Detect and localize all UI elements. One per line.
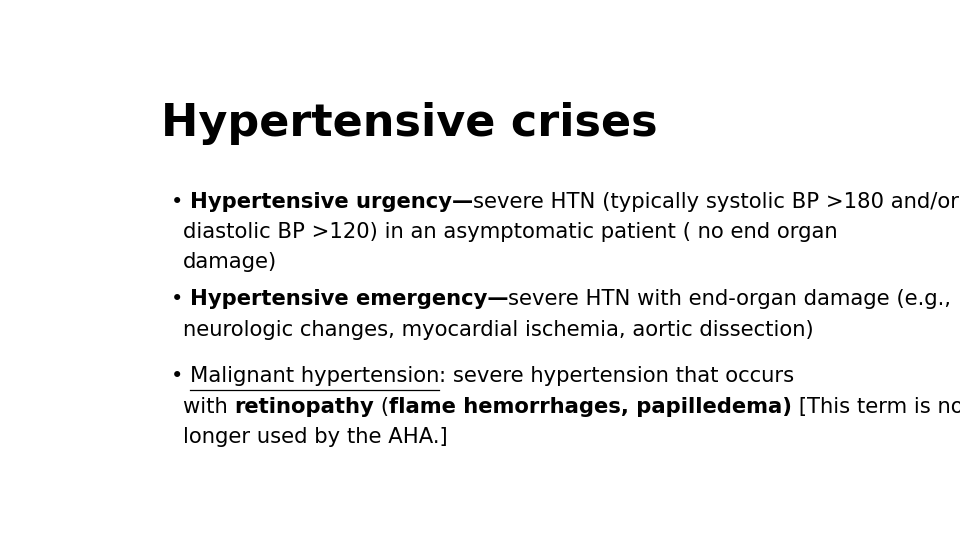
Text: (: ( — [374, 396, 390, 416]
Text: neurologic changes, myocardial ischemia, aortic dissection): neurologic changes, myocardial ischemia,… — [183, 320, 814, 340]
Text: severe HTN with end-organ damage (e.g.,: severe HTN with end-organ damage (e.g., — [508, 289, 951, 309]
Text: flame hemorrhages, papilledema): flame hemorrhages, papilledema) — [390, 396, 793, 416]
Text: •: • — [171, 366, 190, 386]
Text: longer used by the AHA.]: longer used by the AHA.] — [183, 427, 448, 447]
Text: diastolic BP >120) in an asymptomatic patient ( no end organ: diastolic BP >120) in an asymptomatic pa… — [183, 222, 838, 242]
Text: Hypertensive emergency—: Hypertensive emergency— — [190, 289, 508, 309]
Text: retinopathy: retinopathy — [235, 396, 374, 416]
Text: damage): damage) — [183, 252, 277, 272]
Text: with: with — [183, 396, 235, 416]
Text: Hypertensive crises: Hypertensive crises — [161, 102, 658, 145]
Text: •: • — [171, 192, 190, 212]
Text: severe HTN (typically systolic BP >180 and/or: severe HTN (typically systolic BP >180 a… — [473, 192, 959, 212]
Text: : severe hypertension that occurs: : severe hypertension that occurs — [439, 366, 794, 386]
Text: Hypertensive urgency—: Hypertensive urgency— — [190, 192, 473, 212]
Text: [This term is no: [This term is no — [793, 396, 960, 416]
Text: •: • — [171, 289, 190, 309]
Text: Malignant hypertension: Malignant hypertension — [190, 366, 439, 386]
